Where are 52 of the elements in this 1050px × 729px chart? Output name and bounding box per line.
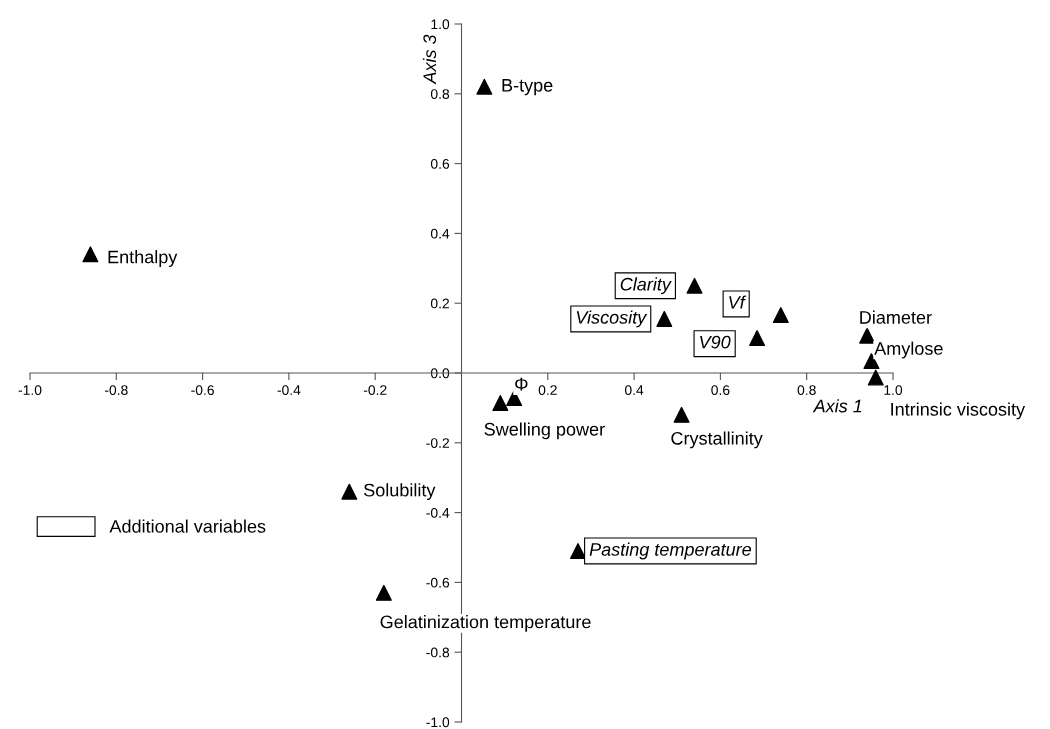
point [82,246,99,263]
point [492,395,509,411]
x-tick-label: 0.6 [711,385,730,396]
data-label: Diameter [860,310,932,324]
x-tick-label: 0.2 [538,385,557,396]
x-tick-label: -0.8 [104,385,128,396]
point [476,78,493,95]
data-label: Amylose [874,341,943,359]
x-tick-label: 0.4 [624,385,644,396]
point [375,584,392,601]
x-tick-label: -0.6 [191,385,214,396]
data-label: Intrinsic viscosity [891,402,1026,420]
data-label: Swelling power [484,422,605,440]
point [656,310,673,327]
x-tick-label: -1.0 [18,385,42,396]
y-tick-label: 0.2 [430,298,449,309]
x-tick-label: 1.0 [884,385,903,396]
data-label: V90 [700,335,731,349]
y-tick-label: 0.8 [430,89,450,99]
y-tick-label: 0.6 [430,158,450,169]
x-tick-label: 0.8 [797,385,816,396]
y-tick-label: -1.0 [426,717,450,728]
y-tick-label: -0.8 [426,647,450,658]
data-label: Gelatinization temperature [380,615,591,632]
y-tick-label: -0.2 [426,438,449,448]
y-tick-label: 0.0 [430,368,450,379]
data-label: Vf [729,295,747,309]
y-tick-label: 0.4 [430,228,450,239]
point [341,483,358,500]
y-tick-label: -0.6 [426,577,450,588]
data-label: Solubility [364,483,436,501]
point [859,327,876,344]
x-axis-title: Axis 1 [812,399,862,413]
y-tick-label: 1.0 [431,19,450,30]
point [867,369,884,386]
point [673,406,690,423]
y-tick-label: -0.4 [426,507,450,518]
data-label: Pasting temperature [589,542,752,560]
data-label: Viscosity [576,310,648,328]
data-label: Clarity [620,277,672,295]
point [749,330,766,347]
legend-label: Additional variables [109,519,266,533]
x-tick-label: -0.2 [363,385,387,396]
point [570,543,586,559]
data-label: Φ [515,377,528,391]
y-axis-title: Axis 3 [422,34,437,85]
point [772,307,789,324]
point [686,277,703,294]
data-label: B-type [502,79,553,96]
data-label: Crystallinity [671,431,763,449]
x-tick-label: -0.4 [277,385,301,396]
data-label: Enthalpy [108,250,178,267]
